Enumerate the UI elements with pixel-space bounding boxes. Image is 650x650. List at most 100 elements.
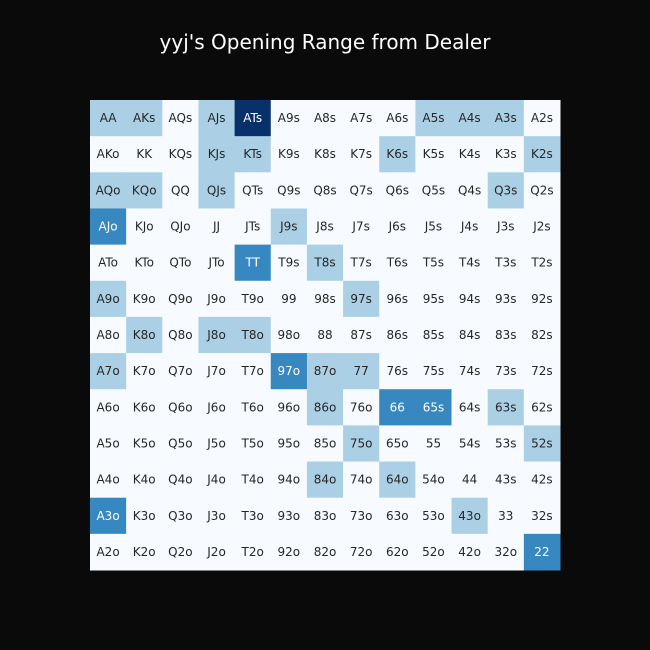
heatmap-cell-3-12	[523, 208, 561, 246]
heatmap-cell-label-2-7: Q7s	[349, 183, 372, 197]
heatmap-cell-0-0	[90, 100, 127, 137]
heatmap-cell-5-3	[198, 280, 236, 318]
heatmap-cell-12-1	[126, 533, 163, 571]
heatmap-cell-label-7-7: 77	[354, 364, 369, 378]
heatmap-cell-10-3	[198, 461, 236, 499]
heatmap-cell-7-8	[379, 353, 416, 390]
heatmap-cell-0-5	[270, 100, 308, 137]
heatmap-cell-1-4	[234, 136, 272, 173]
heatmap-cell-7-7	[343, 353, 380, 390]
heatmap-cell-0-8	[379, 100, 416, 137]
heatmap-cell-5-9	[415, 280, 453, 318]
heatmap-cell-label-10-3: J4o	[206, 473, 226, 487]
heatmap-cell-label-0-11: A3s	[495, 111, 517, 125]
chart-title: yyj's Opening Range from Dealer	[159, 30, 491, 54]
heatmap-cell-label-3-1: KJo	[135, 220, 154, 234]
heatmap-cell-8-8	[379, 389, 416, 426]
heatmap-cell-8-3	[198, 389, 236, 426]
heatmap-cell-7-12	[523, 353, 561, 390]
heatmap-cell-1-8	[379, 136, 416, 173]
heatmap-cell-label-7-4: T7o	[241, 364, 264, 378]
heatmap-cell-12-8	[379, 533, 416, 571]
heatmap-cell-label-4-10: T4s	[458, 256, 480, 270]
heatmap-cell-8-7	[343, 389, 380, 426]
heatmap-cell-7-2	[162, 353, 199, 390]
heatmap-cell-label-10-9: 54o	[422, 473, 445, 487]
heatmap-cell-6-12	[523, 316, 561, 354]
heatmap-cell-label-4-8: T6s	[386, 256, 408, 270]
heatmap-cell-2-5	[270, 172, 308, 209]
heatmap-cell-label-7-3: J7o	[206, 364, 226, 378]
heatmap-cell-9-12	[523, 425, 561, 463]
heatmap-cell-9-10	[451, 425, 489, 463]
heatmap-cell-label-6-10: 84s	[459, 328, 481, 342]
heatmap-cell-1-0	[90, 136, 127, 173]
heatmap-cell-8-10	[451, 389, 489, 426]
heatmap-cell-label-6-6: 88	[317, 328, 332, 342]
heatmap-cell-0-9	[415, 100, 453, 137]
heatmap-cell-label-12-9: 52o	[422, 545, 445, 559]
heatmap-cell-label-4-5: T9s	[277, 256, 299, 270]
heatmap-cell-label-2-10: Q4s	[458, 183, 481, 197]
heatmap-cell-label-2-5: Q9s	[277, 183, 300, 197]
heatmap-cell-6-0	[90, 316, 127, 354]
heatmap-cell-4-12	[523, 244, 561, 282]
heatmap-cell-label-2-4: QTs	[242, 183, 263, 197]
heatmap-cell-2-8	[379, 172, 416, 209]
heatmap-cell-6-2	[162, 316, 199, 354]
heatmap-cell-7-5	[270, 353, 308, 390]
heatmap-cell-label-8-11: 63s	[495, 400, 517, 414]
heatmap-cell-label-5-0: A9o	[96, 292, 119, 306]
heatmap-cell-label-10-5: 94o	[278, 473, 301, 487]
heatmap-cell-6-8	[379, 316, 416, 354]
heatmap-cell-1-7	[343, 136, 380, 173]
heatmap-cell-label-4-0: ATo	[98, 256, 118, 270]
heatmap-cell-label-8-8: 66	[390, 400, 405, 414]
heatmap-cell-label-10-6: 84o	[314, 473, 337, 487]
heatmap-cell-0-4	[234, 100, 272, 137]
heatmap-cell-8-1	[126, 389, 163, 426]
heatmap-cell-label-9-1: K5o	[133, 436, 156, 450]
heatmap-cell-5-10	[451, 280, 489, 318]
heatmap-cell-9-9	[415, 425, 453, 463]
heatmap-cell-label-12-8: 62o	[386, 545, 409, 559]
heatmap-cell-label-1-9: K5s	[423, 147, 445, 161]
heatmap-cell-label-4-11: T3s	[494, 256, 516, 270]
heatmap-cell-10-12	[523, 461, 561, 499]
heatmap-cell-label-6-8: 86s	[387, 328, 409, 342]
heatmap-cell-label-9-4: T5o	[241, 436, 264, 450]
heatmap-cell-label-2-3: QJs	[207, 183, 226, 197]
heatmap-cell-3-4	[234, 208, 272, 246]
heatmap-cell-9-11	[487, 425, 525, 463]
heatmap-cell-label-0-0: AA	[100, 111, 118, 125]
heatmap-cell-label-1-3: KJs	[208, 147, 226, 161]
heatmap-cell-label-4-4: TT	[244, 256, 260, 270]
heatmap-cell-10-2	[162, 461, 199, 499]
heatmap-cell-3-9	[415, 208, 453, 246]
heatmap-cell-label-9-2: Q5o	[168, 436, 192, 450]
heatmap-cell-label-8-4: T6o	[241, 400, 264, 414]
heatmap-cell-4-9	[415, 244, 453, 282]
heatmap-cell-3-10	[451, 208, 489, 246]
heatmap-cell-label-7-2: Q7o	[168, 364, 192, 378]
heatmap-cell-label-8-2: Q6o	[168, 400, 192, 414]
heatmap-cell-label-8-1: K6o	[133, 400, 156, 414]
heatmap-cell-2-2	[162, 172, 199, 209]
heatmap-cell-label-0-6: A8s	[314, 111, 336, 125]
heatmap-cell-7-1	[126, 353, 163, 390]
heatmap-cell-5-0	[90, 280, 127, 318]
heatmap-cell-label-3-2: QJo	[170, 220, 190, 234]
heatmap-cell-4-10	[451, 244, 489, 282]
heatmap-cell-5-7	[343, 280, 380, 318]
heatmap-cell-label-5-6: 98s	[314, 292, 336, 306]
heatmap-cell-4-3	[198, 244, 236, 282]
heatmap-cell-5-4	[234, 280, 272, 318]
heatmap-cell-label-12-10: 42o	[458, 545, 481, 559]
heatmap-cell-label-6-2: Q8o	[168, 328, 192, 342]
heatmap-cell-12-10	[451, 533, 489, 571]
heatmap-cell-7-4	[234, 353, 272, 390]
heatmap-cell-1-5	[270, 136, 308, 173]
heatmap-cell-label-3-9: J5s	[424, 220, 442, 234]
heatmap-cell-label-7-11: 73s	[495, 364, 517, 378]
